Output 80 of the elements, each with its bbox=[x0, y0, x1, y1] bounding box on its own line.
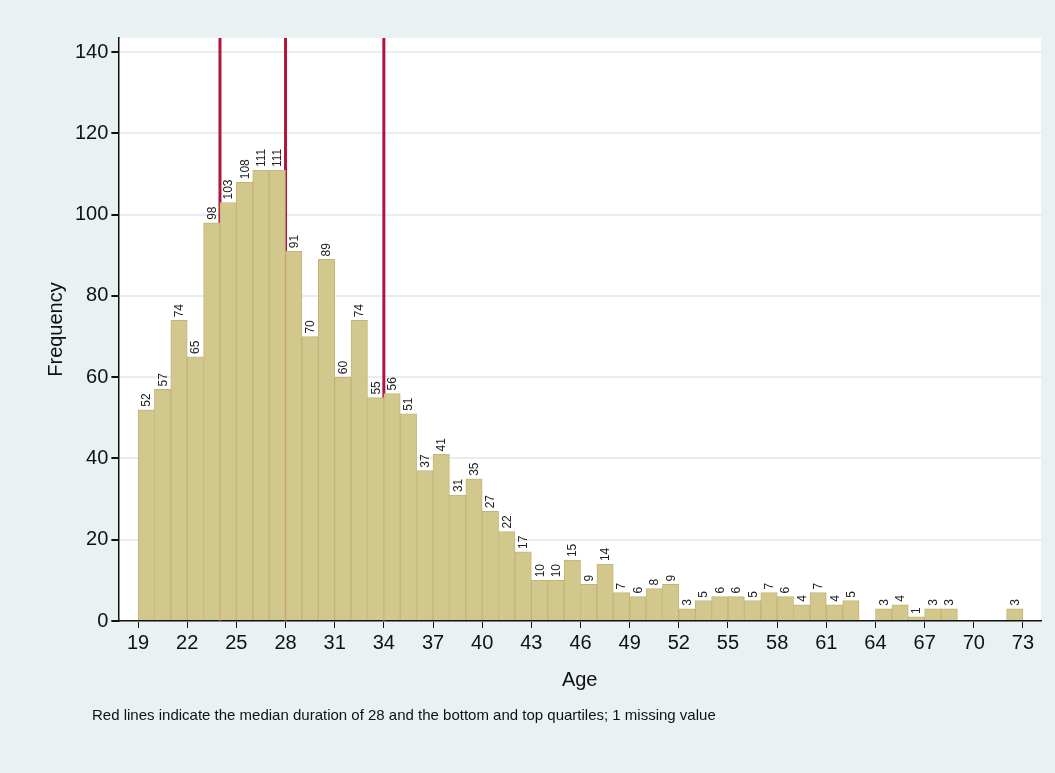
data-label: 6 bbox=[778, 586, 793, 594]
data-label: 17 bbox=[516, 535, 531, 549]
x-tick-label: 19 bbox=[126, 630, 150, 653]
data-label: 60 bbox=[335, 360, 350, 375]
x-tick-label: 64 bbox=[864, 630, 887, 653]
x-tick-label: 43 bbox=[520, 630, 543, 653]
y-tick-label: 0 bbox=[97, 608, 109, 631]
data-label: 70 bbox=[303, 319, 318, 334]
data-label: 108 bbox=[237, 158, 252, 180]
x-tick-label: 37 bbox=[421, 630, 445, 653]
x-tick-label: 58 bbox=[766, 630, 789, 653]
x-tick-label: 28 bbox=[274, 630, 297, 653]
data-label: 5 bbox=[745, 590, 760, 598]
x-tick-label: 34 bbox=[372, 630, 395, 653]
x-tick-label: 55 bbox=[716, 630, 740, 653]
data-label: 51 bbox=[401, 397, 416, 411]
data-label: 111 bbox=[270, 148, 285, 168]
x-tick-label: 40 bbox=[471, 630, 494, 653]
data-label: 7 bbox=[811, 582, 826, 590]
data-label: 103 bbox=[221, 179, 236, 200]
data-label: 56 bbox=[385, 376, 400, 391]
data-label: 4 bbox=[794, 594, 809, 602]
x-tick-label: 46 bbox=[569, 630, 592, 653]
data-label: 6 bbox=[630, 586, 645, 594]
data-label: 3 bbox=[1007, 598, 1022, 606]
data-label: 52 bbox=[139, 393, 154, 407]
data-label: 6 bbox=[712, 586, 727, 594]
data-label: 35 bbox=[466, 462, 481, 476]
data-label: 4 bbox=[827, 594, 842, 602]
data-label: 3 bbox=[680, 598, 695, 606]
data-label: 91 bbox=[286, 234, 301, 249]
y-tick-label: 20 bbox=[86, 527, 109, 550]
data-label: 41 bbox=[434, 437, 449, 452]
x-tick-label: 49 bbox=[618, 630, 641, 653]
data-label: 10 bbox=[532, 563, 547, 578]
y-tick-label: 120 bbox=[74, 120, 109, 143]
data-label: 55 bbox=[368, 380, 383, 395]
y-tick-label: 140 bbox=[74, 39, 109, 62]
y-tick-label: 60 bbox=[86, 364, 109, 387]
data-label: 9 bbox=[581, 574, 596, 582]
data-label: 89 bbox=[319, 242, 334, 257]
data-label: 111 bbox=[253, 148, 268, 168]
data-label: 7 bbox=[761, 582, 776, 590]
data-label: 74 bbox=[172, 303, 186, 318]
x-tick-label: 22 bbox=[176, 630, 199, 653]
data-label: 3 bbox=[876, 598, 891, 606]
data-label: 14 bbox=[598, 547, 613, 562]
x-tick-label: 31 bbox=[323, 630, 346, 653]
text: Red lines indicate the median duration of 28 and the bottom and top quartiles; 1 missing value bbox=[92, 706, 716, 723]
data-label: 74 bbox=[352, 303, 367, 318]
x-axis-title: Age bbox=[561, 667, 598, 690]
data-label: 3 bbox=[942, 598, 957, 606]
data-label: 1 bbox=[909, 606, 924, 614]
x-tick-label: 70 bbox=[962, 630, 985, 653]
data-label: 37 bbox=[417, 454, 432, 468]
data-label: 65 bbox=[188, 340, 203, 354]
x-tick-label: 67 bbox=[913, 630, 936, 653]
x-tick-label: 73 bbox=[1011, 630, 1035, 653]
data-label: 5 bbox=[843, 590, 858, 598]
y-axis-title: Frequency bbox=[43, 282, 66, 377]
x-tick-label: 61 bbox=[815, 630, 838, 653]
data-label: 22 bbox=[499, 514, 514, 529]
data-label: 3 bbox=[925, 598, 940, 606]
data-label: 9 bbox=[663, 574, 678, 582]
data-label: 98 bbox=[204, 206, 219, 220]
data-label: 31 bbox=[450, 478, 465, 493]
data-label: 57 bbox=[155, 372, 170, 387]
data-label: 5 bbox=[696, 590, 711, 598]
data-label: 15 bbox=[565, 543, 580, 558]
x-tick-label: 25 bbox=[225, 630, 248, 653]
data-label: 7 bbox=[614, 582, 629, 590]
data-label: 6 bbox=[729, 586, 744, 594]
y-tick-label: 40 bbox=[86, 446, 109, 469]
x-tick-label: 52 bbox=[667, 630, 690, 653]
data-label: 10 bbox=[548, 563, 563, 578]
data-label: 27 bbox=[483, 494, 498, 509]
y-tick-label: 80 bbox=[86, 283, 109, 306]
data-label: 4 bbox=[893, 594, 908, 602]
data-label: 8 bbox=[647, 578, 662, 586]
y-tick-label: 100 bbox=[74, 202, 109, 225]
